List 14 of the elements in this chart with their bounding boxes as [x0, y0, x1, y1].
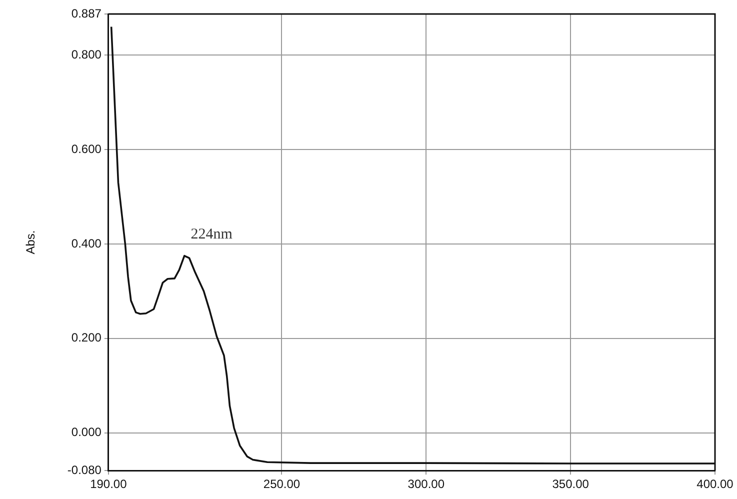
x-tick-label: 350.00: [552, 477, 590, 492]
y-tick-label: 0.800: [71, 47, 102, 62]
y-tick-label: 0.400: [71, 236, 102, 250]
x-tick-label: 300.00: [408, 477, 445, 492]
annotation: 224nm: [190, 226, 233, 243]
y-tick-label: -0.080: [67, 462, 102, 477]
y-tick-label: 0.600: [71, 142, 102, 156]
y-tick-label: 0.000: [71, 425, 102, 440]
y-tick-label: 0.887: [71, 6, 102, 20]
x-tick-label: 190.00: [90, 477, 128, 492]
y-axis-title: Abs.: [24, 230, 38, 254]
x-tick-label: 400.00: [696, 477, 734, 492]
y-tick-label: 0.200: [71, 330, 102, 345]
x-tick-label: 250.00: [263, 477, 300, 492]
